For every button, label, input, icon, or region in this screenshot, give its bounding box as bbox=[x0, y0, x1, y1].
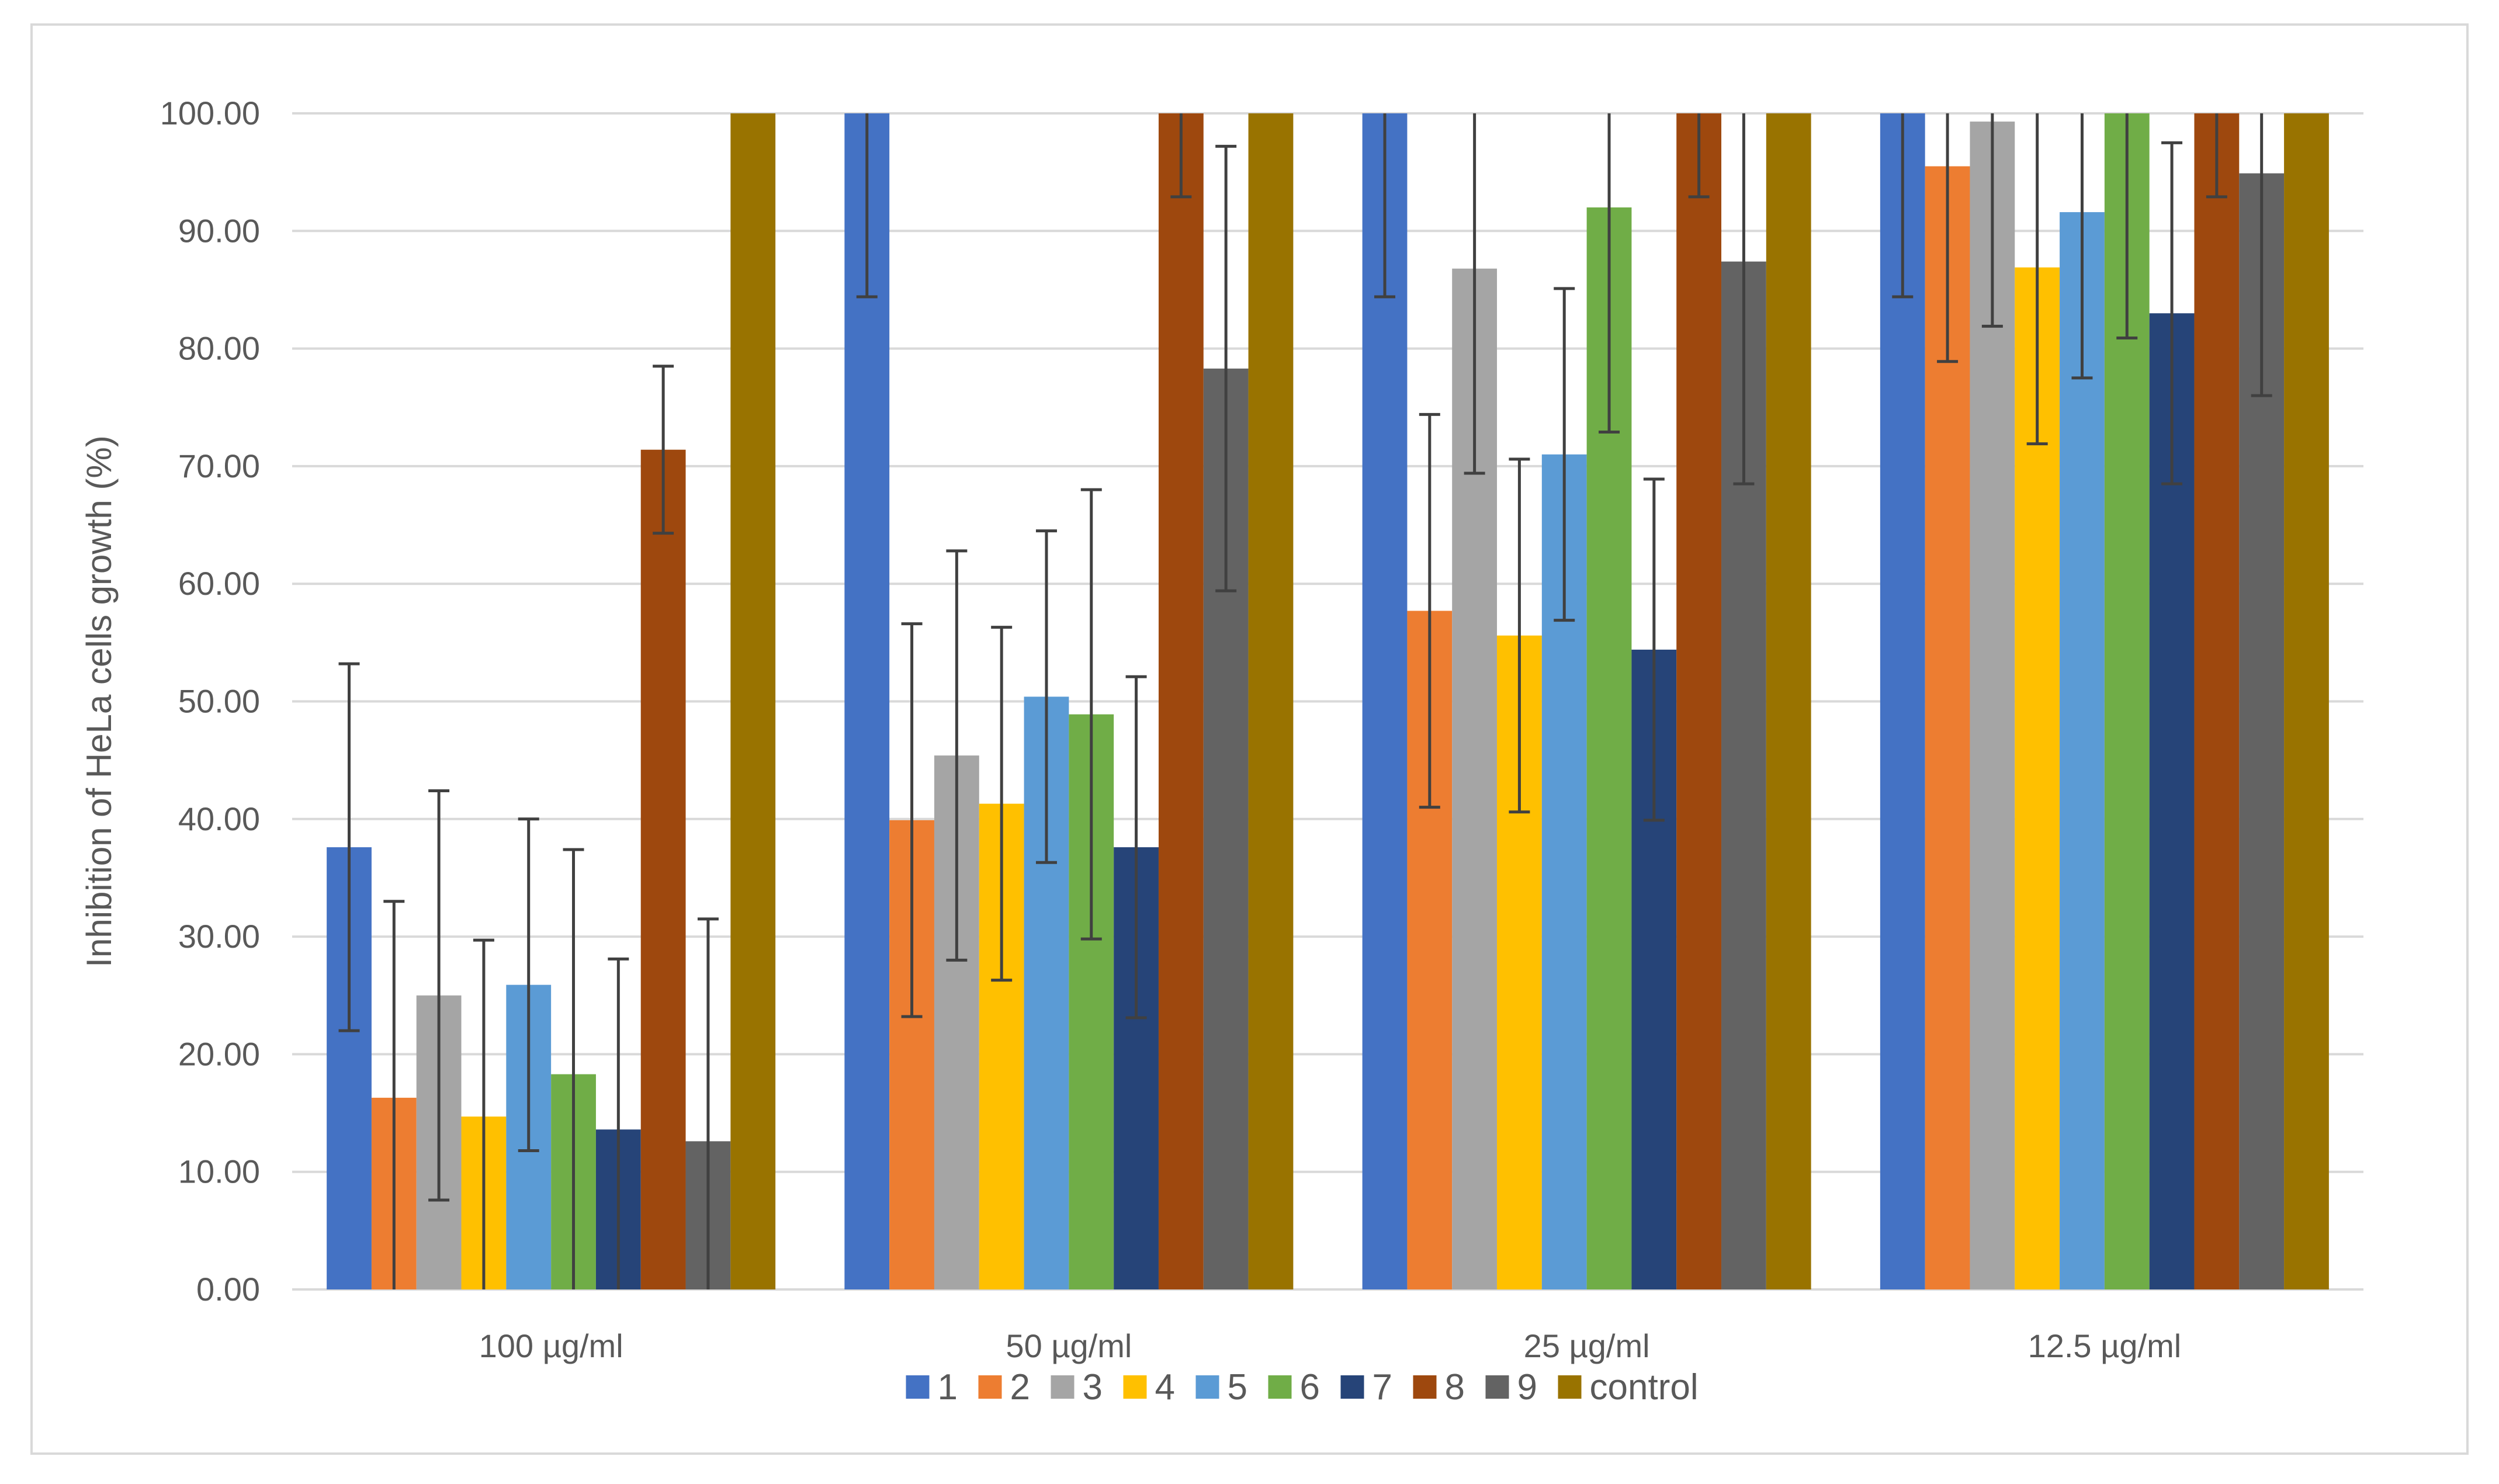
legend-item-5: 5 bbox=[1195, 1367, 1247, 1407]
bar-series-1-1 bbox=[844, 113, 890, 1289]
legend-swatch bbox=[1195, 1375, 1219, 1399]
legend-swatch bbox=[978, 1375, 1002, 1399]
error-bar-series-4-1 bbox=[991, 626, 1013, 982]
y-tick-label: 0.00 bbox=[196, 1271, 260, 1308]
legend-label: 6 bbox=[1300, 1367, 1320, 1407]
legend-label: 9 bbox=[1517, 1367, 1537, 1407]
legend-swatch bbox=[1485, 1375, 1509, 1399]
error-bar-series-4-3 bbox=[2026, 113, 2048, 446]
legend-item-9: 9 bbox=[1485, 1367, 1537, 1407]
legend-label: 5 bbox=[1228, 1367, 1247, 1407]
error-bar-series-7-1 bbox=[1125, 675, 1147, 1020]
error-bar-series-5-2 bbox=[1554, 287, 1575, 622]
error-bar-series-6-0 bbox=[563, 848, 584, 1289]
y-tick-label: 20.00 bbox=[178, 1035, 260, 1072]
error-bar-series-1-3 bbox=[1892, 113, 1914, 299]
bar-series-control-3 bbox=[2284, 113, 2329, 1289]
legend-label: 3 bbox=[1083, 1367, 1103, 1407]
legend-label: control bbox=[1590, 1367, 1699, 1407]
x-tick-label: 12.5 µg/ml bbox=[2028, 1327, 2182, 1364]
legend-item-4: 4 bbox=[1123, 1367, 1175, 1407]
y-tick-label: 50.00 bbox=[178, 683, 260, 720]
legend-item-6: 6 bbox=[1268, 1367, 1320, 1407]
error-bar-series-3-3 bbox=[1981, 113, 2003, 328]
legend-label: 1 bbox=[938, 1367, 958, 1407]
error-bar-series-1-2 bbox=[1374, 113, 1396, 299]
error-bar-series-9-0 bbox=[697, 917, 719, 1289]
error-bar-series-1-0 bbox=[338, 662, 360, 1032]
error-bar-series-8-1 bbox=[1170, 113, 1192, 199]
bar-series-8-3 bbox=[2194, 113, 2240, 1289]
error-bar-series-2-0 bbox=[383, 900, 405, 1289]
x-tick-labels: 100 µg/ml 50 µg/ml 25 µg/ml 12.5 µg/ml bbox=[479, 1327, 2182, 1364]
error-bar-series-8-2 bbox=[1688, 113, 1710, 199]
error-bar-series-2-3 bbox=[1937, 113, 1959, 363]
legend-swatch bbox=[1413, 1375, 1437, 1399]
error-bar-series-6-3 bbox=[2116, 113, 2138, 339]
legend-item-control: control bbox=[1558, 1367, 1699, 1407]
y-tick-label: 80.00 bbox=[178, 330, 260, 367]
error-bar-series-3-0 bbox=[428, 789, 450, 1202]
error-bar-series-7-0 bbox=[608, 957, 629, 1289]
y-tick-labels: 0.00 10.00 20.00 30.00 40.00 50.00 60.00 70.00 8… bbox=[160, 95, 260, 1308]
bar-series-8-1 bbox=[1158, 113, 1204, 1289]
legend-swatch bbox=[1123, 1375, 1147, 1399]
error-bar-series-2-1 bbox=[901, 622, 923, 1018]
y-tick-label: 90.00 bbox=[178, 212, 260, 249]
legend-label: 4 bbox=[1155, 1367, 1175, 1407]
y-tick-label: 30.00 bbox=[178, 918, 260, 955]
legend-label: 2 bbox=[1010, 1367, 1030, 1407]
bar-series-control-0 bbox=[730, 113, 776, 1289]
bar-series-5-3 bbox=[2060, 212, 2105, 1289]
y-axis-title: Inhibition of HeLa cells growth (%) bbox=[79, 435, 119, 967]
x-tick-label: 25 µg/ml bbox=[1524, 1327, 1650, 1364]
y-tick-label: 100.00 bbox=[160, 95, 260, 131]
error-bar-series-9-3 bbox=[2251, 113, 2272, 397]
legend-swatch bbox=[1268, 1375, 1292, 1399]
legend-swatch bbox=[906, 1375, 930, 1399]
error-bar-series-4-2 bbox=[1509, 457, 1530, 814]
error-bar-series-8-3 bbox=[2206, 113, 2227, 199]
error-bar-series-5-3 bbox=[2071, 113, 2093, 380]
y-tick-label: 40.00 bbox=[178, 800, 260, 837]
legend-swatch bbox=[1051, 1375, 1075, 1399]
y-tick-label: 70.00 bbox=[178, 448, 260, 484]
bar-series-1-2 bbox=[1362, 113, 1408, 1289]
legend-item-3: 3 bbox=[1051, 1367, 1103, 1407]
error-bars bbox=[338, 113, 2272, 1289]
bar-series-control-1 bbox=[1248, 113, 1294, 1289]
error-bar-series-7-3 bbox=[2161, 141, 2183, 486]
legend-label: 8 bbox=[1445, 1367, 1465, 1407]
x-tick-label: 100 µg/ml bbox=[479, 1327, 623, 1364]
legend-swatch bbox=[1340, 1375, 1364, 1399]
legend-item-2: 2 bbox=[978, 1367, 1030, 1407]
legend-item-7: 7 bbox=[1340, 1367, 1392, 1407]
bar-series-8-0 bbox=[640, 449, 686, 1289]
bar-series-8-2 bbox=[1676, 113, 1722, 1289]
error-bar-series-8-0 bbox=[653, 365, 674, 535]
error-bar-series-2-2 bbox=[1419, 412, 1440, 809]
error-bar-series-1-1 bbox=[856, 113, 878, 299]
y-tick-label: 60.00 bbox=[178, 565, 260, 602]
error-bar-series-4-0 bbox=[473, 938, 494, 1289]
bar-series-control-2 bbox=[1766, 113, 1811, 1289]
error-bar-series-9-1 bbox=[1215, 144, 1237, 592]
error-bar-series-9-2 bbox=[1733, 113, 1755, 486]
legend-swatch bbox=[1558, 1375, 1582, 1399]
legend-item-1: 1 bbox=[906, 1367, 958, 1407]
error-bar-series-7-2 bbox=[1643, 477, 1665, 822]
legend-item-8: 8 bbox=[1413, 1367, 1465, 1407]
error-bar-series-3-1 bbox=[946, 549, 968, 962]
legend-label: 7 bbox=[1372, 1367, 1392, 1407]
legend: 1 2 3 4 5 6 7 8 9 control bbox=[906, 1367, 1699, 1407]
error-bar-series-6-2 bbox=[1599, 113, 1620, 434]
y-tick-label: 10.00 bbox=[178, 1153, 260, 1190]
error-bar-series-3-2 bbox=[1464, 113, 1485, 475]
bar-series-1-3 bbox=[1880, 113, 1925, 1289]
error-bar-series-5-0 bbox=[518, 817, 539, 1152]
error-bar-series-6-1 bbox=[1080, 488, 1102, 941]
error-bar-series-5-1 bbox=[1035, 529, 1057, 864]
x-tick-label: 50 µg/ml bbox=[1006, 1327, 1132, 1364]
